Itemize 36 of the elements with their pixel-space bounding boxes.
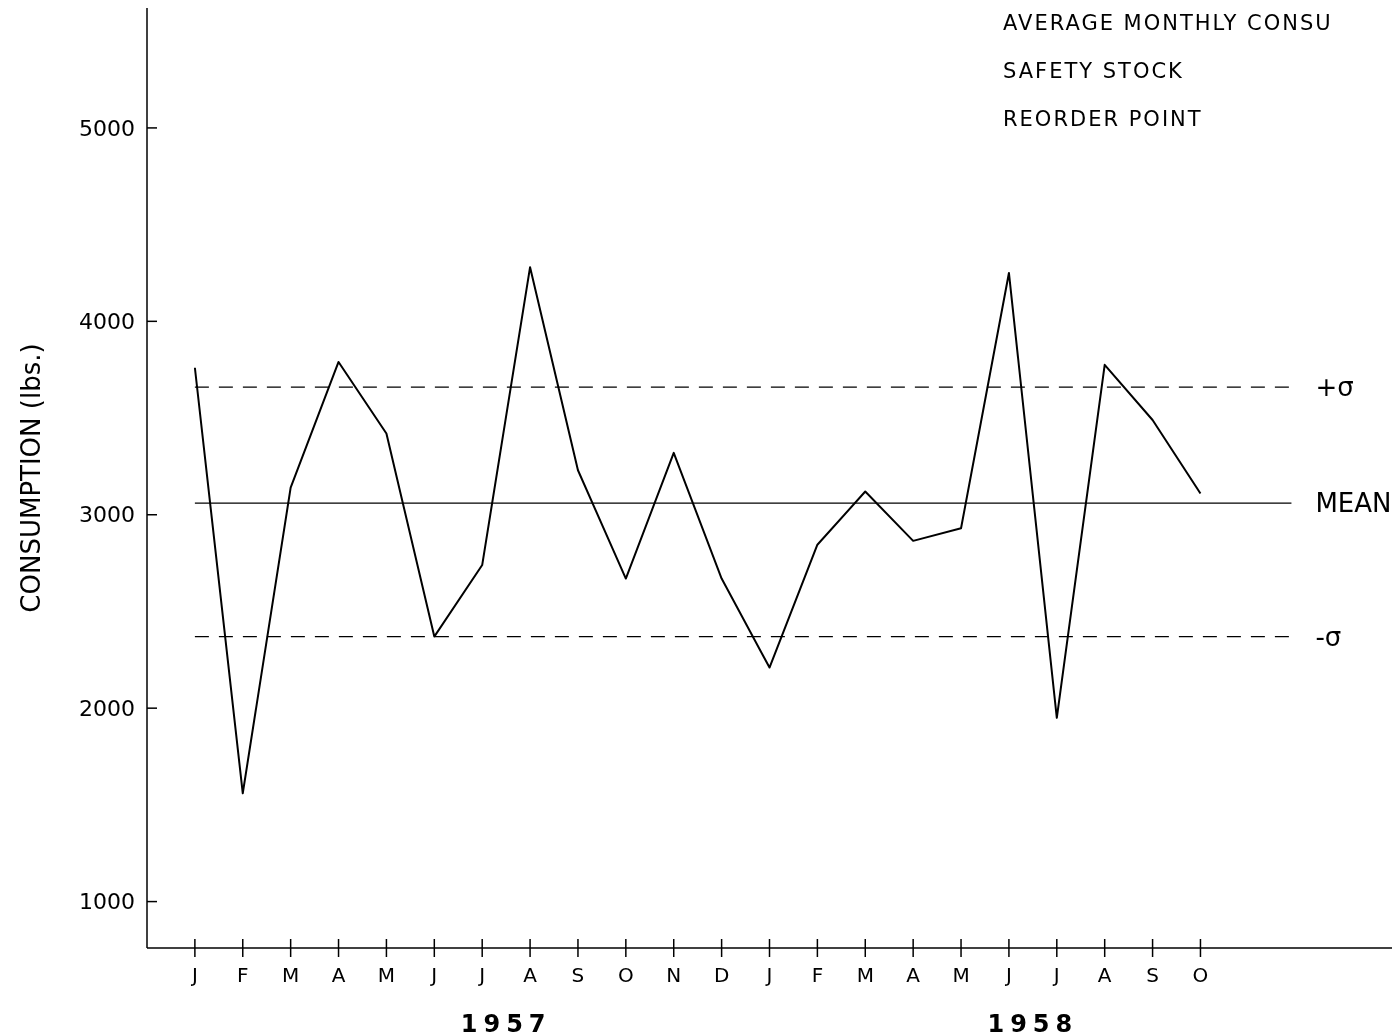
- y-tick-label: 2000: [79, 695, 135, 721]
- x-tick-label: J: [1003, 963, 1012, 987]
- x-tick-label: A: [906, 963, 921, 987]
- x-tick-label: A: [1097, 963, 1112, 987]
- y-tick-label: 4000: [79, 309, 135, 335]
- text: 1958: [987, 1010, 1079, 1036]
- ref-line-label: MEAN: [1315, 488, 1392, 519]
- text: 1957: [460, 1010, 552, 1036]
- annotation: SAFETY STOCK: [1003, 59, 1184, 83]
- x-tick-label: J: [189, 963, 198, 987]
- x-tick-label: S: [1146, 963, 1159, 987]
- y-tick-label: 3000: [79, 502, 135, 528]
- ref-line-label: -σ: [1315, 621, 1342, 652]
- x-tick-label: M: [282, 963, 300, 987]
- x-tick-label: F: [237, 963, 249, 987]
- x-tick-label: M: [952, 963, 970, 987]
- x-tick-label: A: [523, 963, 538, 987]
- x-tick-label: M: [856, 963, 874, 987]
- annotation: AVERAGE MONTHLY CONSU: [1003, 11, 1333, 35]
- x-tick-label: M: [377, 963, 396, 987]
- ref-line-label: +σ: [1315, 372, 1354, 403]
- x-tick-label: F: [811, 963, 824, 987]
- x-tick-label: J: [1051, 963, 1060, 987]
- x-tick-label: O: [617, 963, 634, 987]
- x-tick-label: J: [429, 963, 438, 987]
- x-tick-label: J: [477, 963, 486, 987]
- x-tick-label: S: [571, 963, 585, 987]
- y-tick-label: 1000: [79, 889, 135, 915]
- x-tick-label: D: [713, 963, 730, 987]
- annotation: REORDER POINT: [1003, 107, 1203, 131]
- y-axis-title: CONSUMPTION (lbs.): [16, 343, 46, 613]
- x-tick-label: N: [666, 963, 682, 987]
- x-tick-label: O: [1192, 963, 1209, 987]
- x-tick-label: A: [331, 963, 346, 987]
- y-tick-label: 5000: [79, 115, 135, 141]
- x-tick-label: J: [764, 963, 773, 987]
